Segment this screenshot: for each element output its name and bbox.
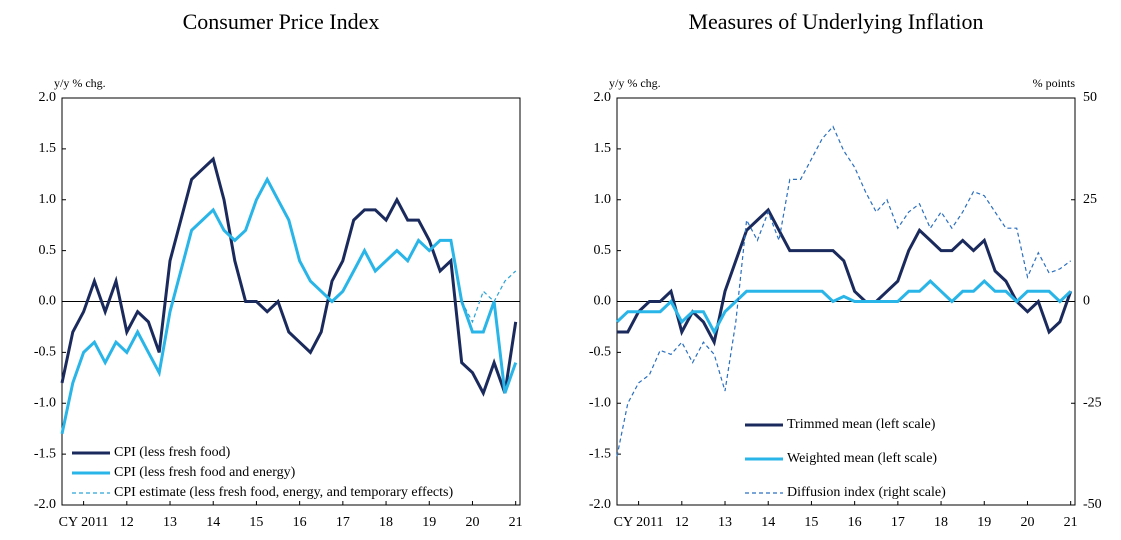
y-tick-label: 1.0 [594, 192, 612, 207]
y-tick-label: 0.5 [39, 243, 57, 258]
x-tick-label: 13 [163, 515, 177, 530]
legend-label: CPI estimate (less fresh food, energy, a… [114, 485, 453, 500]
x-tick-label: 20 [1020, 515, 1034, 530]
x-tick-label: 14 [761, 515, 775, 530]
y2-tick-label: -25 [1083, 395, 1102, 410]
y-tick-label: 2.0 [594, 90, 612, 105]
x-tick-label: 17 [336, 515, 350, 530]
legend-label: Trimmed mean (left scale) [787, 417, 936, 432]
y-tick-label: 2.0 [39, 90, 57, 105]
y-tick-label: -2.0 [34, 497, 56, 512]
y-tick-label: -1.0 [34, 395, 56, 410]
x-tick-label: 12 [675, 515, 689, 530]
x-tick-label: 21 [1064, 515, 1078, 530]
x-tick-label: CY 2011 [59, 515, 109, 530]
x-tick-label: 14 [206, 515, 220, 530]
y-tick-label: 0.5 [594, 243, 612, 258]
y-tick-label: 0.0 [594, 294, 612, 309]
x-tick-label: 15 [804, 515, 818, 530]
y2-tick-label: -50 [1083, 497, 1102, 512]
x-tick-label: 17 [891, 515, 905, 530]
y2-tick-label: 0 [1083, 294, 1090, 309]
chart-title: Measures of Underlying Inflation [688, 9, 983, 34]
x-tick-label: CY 2011 [614, 515, 664, 530]
y2-tick-label: 50 [1083, 90, 1097, 105]
y-axis-label: y/y % chg. [609, 76, 661, 90]
y-axis-label: y/y % chg. [54, 76, 106, 90]
series-line [617, 207, 1073, 347]
x-tick-label: 20 [465, 515, 479, 530]
x-tick-label: 15 [249, 515, 263, 530]
x-tick-label: 16 [848, 515, 862, 530]
y-tick-label: -1.5 [589, 446, 611, 461]
chart-title: Consumer Price Index [183, 9, 380, 34]
series-line [615, 279, 1072, 336]
y-tick-label: 0.0 [39, 294, 57, 309]
y-tick-label: 1.5 [594, 141, 612, 156]
x-tick-label: 18 [379, 515, 393, 530]
legend-label: Diffusion index (right scale) [787, 485, 946, 500]
x-tick-label: 19 [977, 515, 991, 530]
y2-tick-label: 25 [1083, 192, 1097, 207]
series-line [616, 125, 1072, 457]
series-line [60, 156, 518, 397]
x-tick-label: 12 [120, 515, 134, 530]
legend-label: Weighted mean (left scale) [787, 451, 937, 466]
y-tick-label: -1.5 [34, 446, 56, 461]
y-tick-label: -2.0 [589, 497, 611, 512]
y2-axis-label: % points [1033, 76, 1076, 90]
y-tick-label: 1.0 [39, 192, 57, 207]
x-tick-label: 13 [718, 515, 732, 530]
legend-label: CPI (less fresh food) [114, 445, 231, 460]
x-tick-label: 16 [293, 515, 307, 530]
legend-label: CPI (less fresh food and energy) [114, 465, 296, 480]
x-tick-label: 18 [934, 515, 948, 530]
x-tick-label: 19 [422, 515, 436, 530]
y-tick-label: -0.5 [589, 345, 611, 360]
y-tick-label: -1.0 [589, 395, 611, 410]
x-tick-label: 21 [509, 515, 523, 530]
y-tick-label: -0.5 [34, 345, 56, 360]
y-tick-label: 1.5 [39, 141, 57, 156]
series-line [60, 176, 518, 435]
